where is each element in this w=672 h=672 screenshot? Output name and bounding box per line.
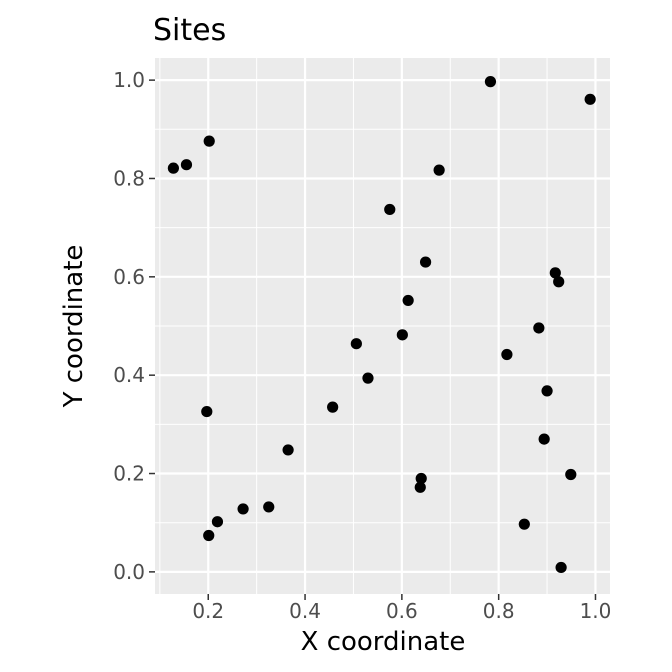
data-point	[555, 561, 567, 574]
data-point	[433, 164, 445, 176]
x-tick-label: 0.4	[289, 599, 321, 623]
y-tick-label: 0.4	[113, 363, 145, 387]
data-point	[203, 135, 215, 147]
data-point	[549, 267, 561, 279]
data-point	[415, 472, 427, 485]
data-point	[201, 405, 213, 418]
tick-labels: 0.2 0.4 0.6 0.8 1.0 0.0 0.2 0.4 0.6 0.8 1.0	[113, 68, 611, 623]
data-point	[538, 433, 550, 445]
axis-ticks	[149, 79, 597, 600]
x-tick-label: 0.8	[483, 599, 515, 623]
data-point	[584, 93, 596, 105]
data-point	[396, 329, 408, 341]
data-point	[180, 159, 193, 171]
major-gridlines	[155, 58, 610, 594]
data-point	[362, 372, 374, 384]
data-point	[327, 401, 339, 413]
y-tick-label: 1.0	[113, 68, 145, 92]
x-axis-title: X coordinate	[301, 627, 466, 657]
data-point	[350, 338, 362, 350]
chart-title: Sites	[153, 13, 226, 48]
data-point	[282, 444, 294, 456]
data-point	[263, 501, 275, 513]
x-tick-label: 0.6	[386, 599, 418, 623]
data-point	[419, 256, 432, 268]
data-point	[237, 503, 249, 515]
data-point	[553, 276, 565, 288]
y-axis-title: Y coordinate	[59, 245, 89, 409]
y-tick-label: 0.2	[113, 462, 145, 486]
data-point	[203, 529, 215, 542]
data-point	[167, 162, 179, 174]
data-point	[384, 203, 396, 216]
data-point	[211, 516, 224, 528]
x-tick-label: 0.2	[192, 599, 224, 623]
y-tick-label: 0.0	[113, 560, 145, 584]
data-point	[501, 348, 513, 361]
data-points	[167, 76, 596, 574]
y-tick-label: 0.8	[113, 166, 145, 190]
data-point	[565, 468, 577, 481]
data-point	[541, 385, 553, 397]
minor-gridlines	[155, 58, 610, 594]
y-tick-label: 0.6	[113, 265, 145, 289]
x-tick-label: 1.0	[580, 599, 612, 623]
data-point	[484, 76, 497, 88]
data-point	[402, 294, 414, 307]
data-point	[414, 481, 426, 493]
data-point	[518, 518, 530, 530]
data-point	[533, 322, 545, 334]
